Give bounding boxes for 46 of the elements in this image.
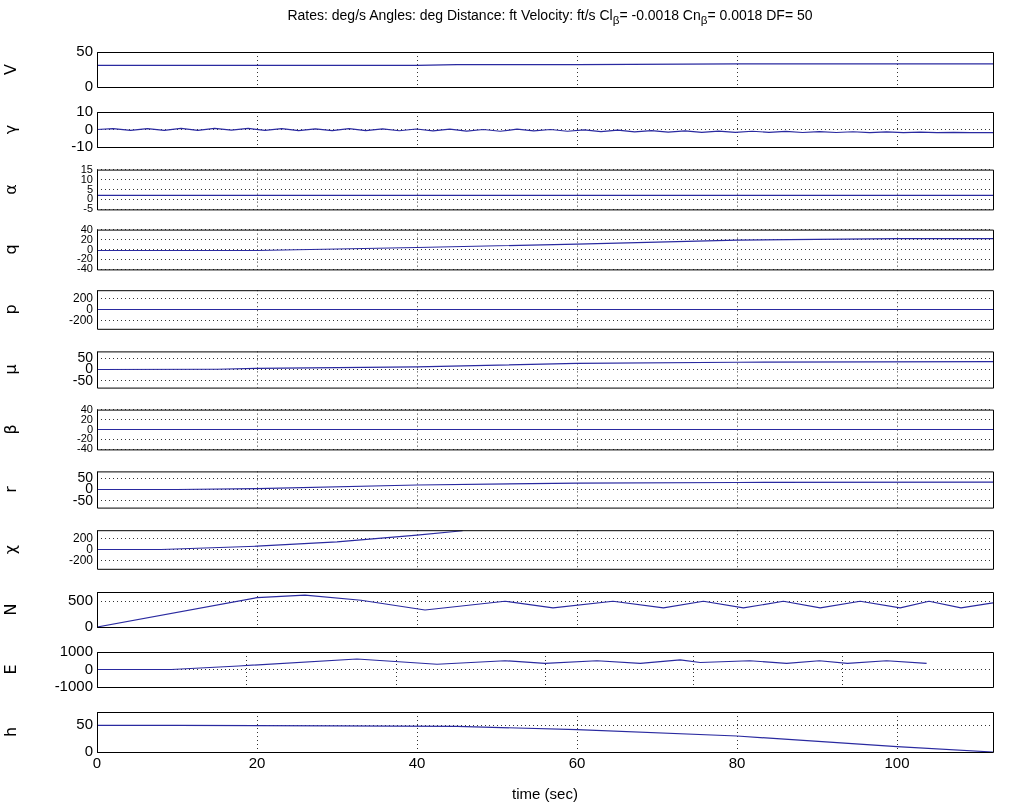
y-tick-label: 10 bbox=[76, 102, 93, 120]
x-axis-title: time (sec) bbox=[512, 785, 578, 803]
y-tick-label: 0 bbox=[86, 242, 93, 255]
x-tick-label: 100 bbox=[884, 754, 910, 772]
y-axis-title: V bbox=[0, 63, 20, 75]
y-tick-label: 40 bbox=[80, 222, 93, 235]
x-tick-label: 80 bbox=[728, 754, 746, 772]
y-tick-label: 0 bbox=[86, 192, 93, 205]
y-tick-label: 20 bbox=[80, 412, 93, 425]
y-axis-title: E bbox=[0, 664, 20, 675]
y-tick-label: -5 bbox=[83, 202, 93, 215]
x-tick-label: 20 bbox=[248, 754, 266, 772]
y-tick-label: -10 bbox=[71, 137, 93, 155]
y-axis-title: q bbox=[0, 244, 20, 255]
y-axis-title: χ bbox=[0, 544, 20, 555]
y-tick-label: 20 bbox=[80, 232, 93, 245]
x-tick-label: 60 bbox=[568, 754, 586, 772]
y-tick-label: 500 bbox=[67, 591, 93, 609]
y-tick-label: 0 bbox=[86, 422, 93, 435]
y-tick-label: -1000 bbox=[54, 677, 93, 695]
y-tick-label: 5 bbox=[86, 182, 93, 195]
y-tick-label: 1000 bbox=[59, 642, 93, 660]
y-tick-label: 15 bbox=[80, 162, 93, 175]
y-axis-title: N bbox=[0, 603, 20, 616]
y-axis-title: α bbox=[0, 184, 20, 195]
y-axis-title: p bbox=[0, 304, 20, 315]
y-tick-label: 50 bbox=[76, 715, 93, 733]
y-tick-label: 0 bbox=[84, 659, 93, 677]
y-tick-label: 0 bbox=[84, 77, 93, 95]
x-tick-label: 40 bbox=[408, 754, 426, 772]
chart-title: Rates: deg/s Angles: deg Distance: ft Velocity: ft/s Cl$_{β}$= -0.0018 Cn$_{β}$= 0.0018 DF= 50 bbox=[286, 6, 814, 28]
y-tick-label: 50 bbox=[76, 42, 93, 60]
y-axis-title: μ bbox=[0, 364, 20, 375]
y-tick-label: 0 bbox=[84, 119, 93, 137]
y-axis-title: r bbox=[0, 485, 20, 493]
y-tick-label: 0 bbox=[84, 742, 93, 760]
y-tick-label: 0 bbox=[84, 617, 93, 635]
y-tick-label: -20 bbox=[77, 252, 93, 265]
y-tick-label: 10 bbox=[80, 172, 93, 185]
y-tick-label: 40 bbox=[80, 402, 93, 415]
y-axis-title: β bbox=[0, 424, 20, 435]
y-tick-label: -20 bbox=[77, 432, 93, 445]
y-axis-title: γ bbox=[0, 124, 20, 135]
y-axis-title: h bbox=[0, 726, 20, 738]
y-tick-label: -40 bbox=[77, 262, 93, 275]
y-tick-label: -40 bbox=[77, 442, 93, 455]
